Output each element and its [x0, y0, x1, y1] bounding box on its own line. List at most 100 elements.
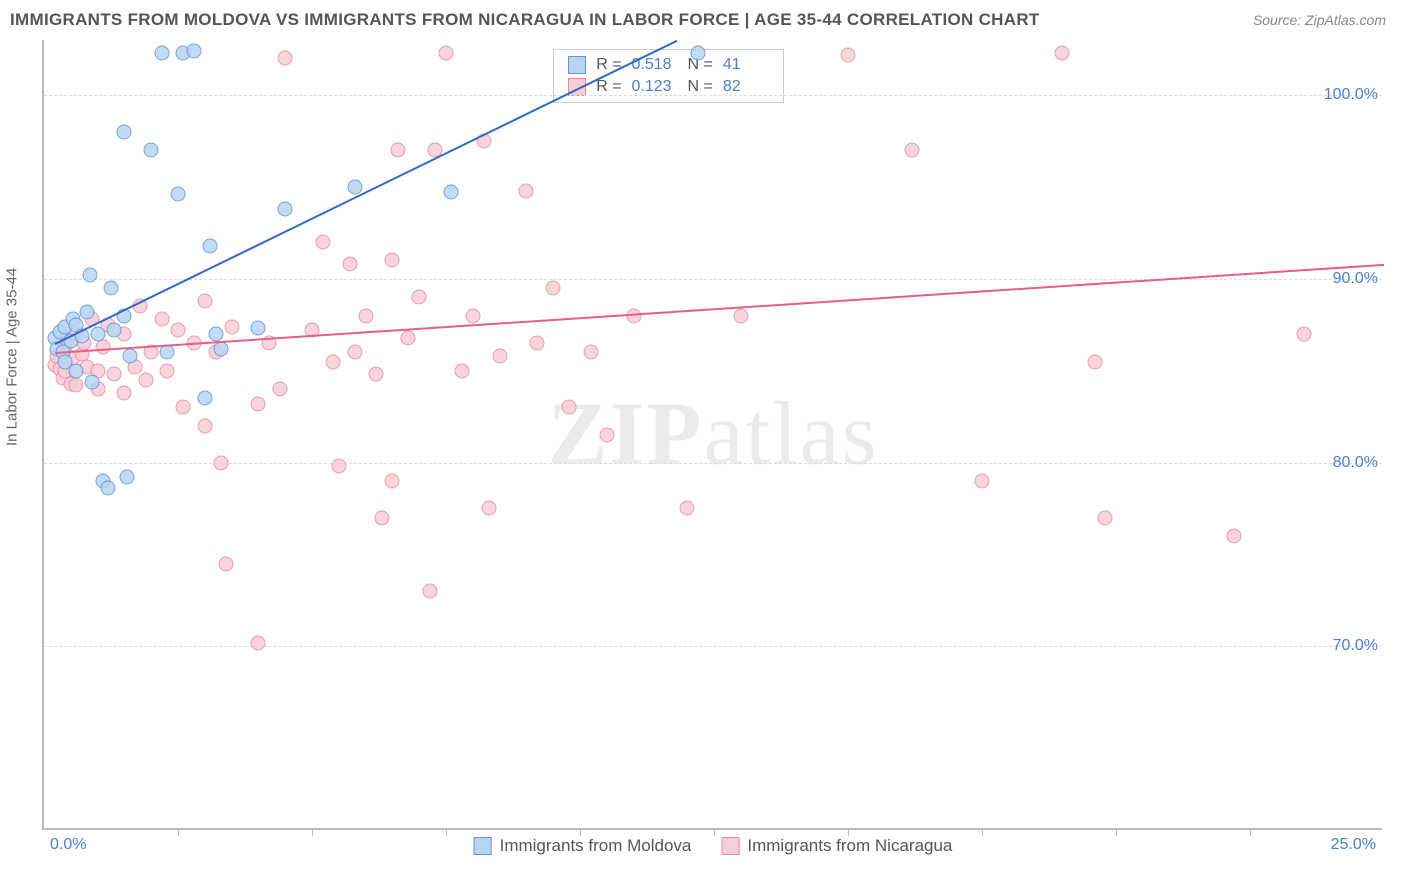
scatter-point	[122, 349, 137, 364]
scatter-point	[187, 44, 202, 59]
scatter-point	[342, 257, 357, 272]
scatter-point	[481, 501, 496, 516]
scatter-point	[117, 385, 132, 400]
scatter-point	[326, 354, 341, 369]
legend-r-value: 0.123	[632, 78, 678, 96]
scatter-point	[104, 281, 119, 296]
scatter-point	[213, 341, 228, 356]
gridline	[44, 463, 1382, 464]
x-tick	[1116, 828, 1117, 836]
scatter-point	[176, 400, 191, 415]
scatter-point	[160, 345, 175, 360]
series-legend: Immigrants from Moldova Immigrants from N…	[474, 836, 953, 856]
scatter-point	[347, 179, 362, 194]
scatter-point	[251, 396, 266, 411]
y-tick-label: 90.0%	[1333, 270, 1384, 288]
scatter-point	[733, 308, 748, 323]
chart-title: IMMIGRANTS FROM MOLDOVA VS IMMIGRANTS FR…	[10, 10, 1040, 30]
source-attribution: Source: ZipAtlas.com	[1253, 12, 1386, 28]
legend-swatch	[568, 56, 586, 74]
scatter-point	[95, 339, 110, 354]
legend-label: Immigrants from Moldova	[500, 836, 692, 856]
scatter-point	[401, 330, 416, 345]
scatter-point	[530, 336, 545, 351]
scatter-point	[358, 308, 373, 323]
legend-row: R =0.518N =41	[554, 54, 783, 76]
scatter-point	[385, 253, 400, 268]
legend-label: Immigrants from Nicaragua	[747, 836, 952, 856]
scatter-point	[455, 363, 470, 378]
scatter-point	[90, 326, 105, 341]
scatter-point	[444, 185, 459, 200]
scatter-point	[315, 235, 330, 250]
legend-item: Immigrants from Moldova	[474, 836, 692, 856]
scatter-point	[690, 45, 705, 60]
gridline	[44, 646, 1382, 647]
scatter-point	[171, 323, 186, 338]
x-tick	[580, 828, 581, 836]
legend-n-label: N =	[688, 78, 713, 96]
scatter-point	[841, 47, 856, 62]
scatter-point	[272, 382, 287, 397]
scatter-point	[546, 281, 561, 296]
y-axis-label: In Labor Force | Age 35-44	[4, 268, 21, 446]
scatter-point	[583, 345, 598, 360]
scatter-point	[278, 51, 293, 66]
scatter-point	[1098, 510, 1113, 525]
scatter-point	[422, 584, 437, 599]
scatter-point	[251, 321, 266, 336]
legend-swatch	[721, 837, 739, 855]
scatter-point	[197, 418, 212, 433]
y-tick-label: 80.0%	[1333, 454, 1384, 472]
scatter-point	[331, 459, 346, 474]
scatter-point	[369, 367, 384, 382]
x-tick	[714, 828, 715, 836]
scatter-point	[439, 45, 454, 60]
scatter-point	[197, 293, 212, 308]
watermark: ZIPatlas	[548, 383, 879, 486]
scatter-point	[213, 455, 228, 470]
scatter-point	[519, 183, 534, 198]
x-tick	[1250, 828, 1251, 836]
scatter-point	[374, 510, 389, 525]
scatter-point	[390, 143, 405, 158]
scatter-point	[347, 345, 362, 360]
x-axis-max-label: 25.0%	[1331, 836, 1376, 854]
x-axis-min-label: 0.0%	[50, 836, 86, 854]
scatter-point	[465, 308, 480, 323]
scatter-point	[144, 143, 159, 158]
x-tick	[178, 828, 179, 836]
x-tick	[312, 828, 313, 836]
scatter-point	[492, 349, 507, 364]
scatter-plot: ZIPatlas 0.0% 25.0% R =0.518N =41R =0.12…	[42, 40, 1382, 830]
scatter-point	[85, 374, 100, 389]
scatter-point	[975, 473, 990, 488]
scatter-point	[1226, 529, 1241, 544]
trend-line	[55, 264, 1384, 354]
scatter-point	[154, 45, 169, 60]
scatter-point	[79, 304, 94, 319]
legend-n-value: 41	[723, 56, 769, 74]
legend-swatch	[474, 837, 492, 855]
gridline	[44, 95, 1382, 96]
scatter-point	[219, 556, 234, 571]
x-tick	[848, 828, 849, 836]
scatter-point	[203, 238, 218, 253]
scatter-point	[208, 326, 223, 341]
scatter-point	[1087, 354, 1102, 369]
scatter-point	[171, 187, 186, 202]
scatter-point	[160, 363, 175, 378]
scatter-point	[120, 470, 135, 485]
scatter-point	[101, 481, 116, 496]
scatter-point	[385, 473, 400, 488]
x-tick	[446, 828, 447, 836]
scatter-point	[1296, 326, 1311, 341]
scatter-point	[106, 367, 121, 382]
trend-line	[54, 40, 677, 345]
legend-item: Immigrants from Nicaragua	[721, 836, 952, 856]
scatter-point	[138, 372, 153, 387]
scatter-point	[197, 391, 212, 406]
scatter-point	[412, 290, 427, 305]
scatter-point	[1055, 45, 1070, 60]
chart-header: IMMIGRANTS FROM MOLDOVA VS IMMIGRANTS FR…	[0, 0, 1406, 36]
